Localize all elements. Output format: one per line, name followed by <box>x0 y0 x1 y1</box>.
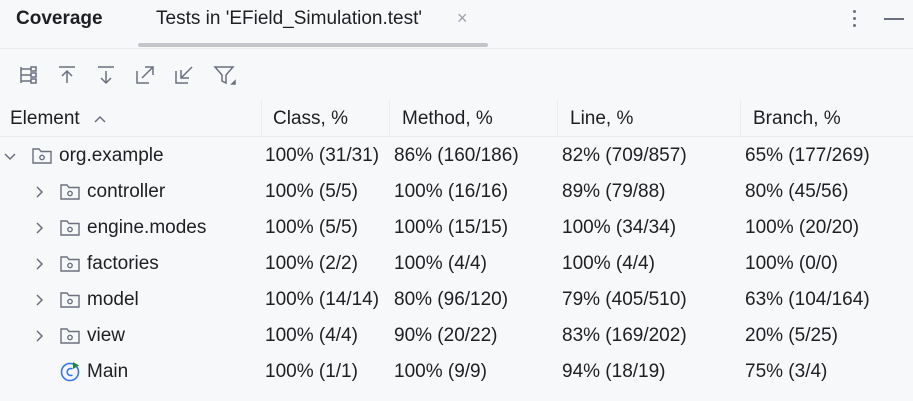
column-method[interactable]: Method, % <box>402 108 493 129</box>
table-row[interactable]: view 100% (4/4) 90% (20/22) 83% (169/202… <box>0 318 913 354</box>
branch-coverage: 20% (5/25) <box>745 325 838 346</box>
method-coverage: 100% (15/15) <box>394 217 509 238</box>
package-icon <box>32 148 52 164</box>
line-coverage: 100% (4/4) <box>562 253 655 274</box>
table-row[interactable]: org.example 100% (31/31) 86% (160/186) 8… <box>0 138 913 174</box>
column-element[interactable]: Element <box>10 100 107 137</box>
method-coverage: 80% (96/120) <box>394 289 509 310</box>
branch-coverage: 100% (20/20) <box>745 217 860 238</box>
table-header: Element Class, % Method, % Line, % Branc… <box>0 100 913 137</box>
element-name: engine.modes <box>87 217 207 238</box>
column-element-label: Element <box>10 108 80 129</box>
table-row[interactable]: Main 100% (1/1) 100% (9/9) 94% (18/19) 7… <box>0 354 913 390</box>
active-tab-indicator <box>138 43 488 47</box>
element-name: view <box>87 325 126 346</box>
tool-window-header: Coverage Tests in 'EField_Simulation.tes… <box>0 0 913 48</box>
element-name: org.example <box>59 145 164 166</box>
table-row[interactable]: factories 100% (2/2) 100% (4/4) 100% (4/… <box>0 246 913 282</box>
column-divider[interactable] <box>557 100 558 137</box>
coverage-toolbar <box>0 57 913 93</box>
flatten-packages-icon[interactable] <box>16 63 40 87</box>
line-coverage: 79% (405/510) <box>562 289 687 310</box>
collapse-all-icon[interactable] <box>172 63 196 87</box>
package-icon <box>60 256 80 272</box>
branch-coverage: 75% (3/4) <box>745 361 828 382</box>
more-options-icon[interactable] <box>847 8 861 30</box>
class-coverage: 100% (14/14) <box>265 289 380 310</box>
export-down-icon[interactable] <box>94 63 118 87</box>
branch-coverage: 65% (177/269) <box>745 145 870 166</box>
method-coverage: 86% (160/186) <box>394 145 519 166</box>
line-coverage: 89% (79/88) <box>562 181 666 202</box>
table-row[interactable]: engine.modes 100% (5/5) 100% (15/15) 100… <box>0 210 913 246</box>
column-divider[interactable] <box>740 100 741 137</box>
column-divider[interactable] <box>261 100 262 137</box>
line-coverage: 100% (34/34) <box>562 217 677 238</box>
line-coverage: 94% (18/19) <box>562 361 666 382</box>
class-coverage: 100% (31/31) <box>265 145 380 166</box>
chevron-right-icon[interactable] <box>31 256 47 272</box>
column-branch[interactable]: Branch, % <box>753 108 841 129</box>
table-row[interactable]: controller 100% (5/5) 100% (16/16) 89% (… <box>0 174 913 210</box>
chevron-right-icon[interactable] <box>31 220 47 236</box>
minimize-icon[interactable] <box>884 18 904 20</box>
chevron-right-icon[interactable] <box>31 184 47 200</box>
package-icon <box>60 184 80 200</box>
tab-coverage-suite[interactable]: Tests in 'EField_Simulation.test' <box>156 8 422 29</box>
class-coverage: 100% (2/2) <box>265 253 358 274</box>
line-coverage: 82% (709/857) <box>562 145 687 166</box>
column-class[interactable]: Class, % <box>273 108 348 129</box>
class-coverage: 100% (4/4) <box>265 325 358 346</box>
package-icon <box>60 328 80 344</box>
import-up-icon[interactable] <box>55 63 79 87</box>
branch-coverage: 100% (0/0) <box>745 253 838 274</box>
class-coverage: 100% (5/5) <box>265 217 358 238</box>
element-name: factories <box>87 253 159 274</box>
sort-ascending-icon <box>94 115 106 123</box>
line-coverage: 83% (169/202) <box>562 325 687 346</box>
element-name: controller <box>87 181 166 202</box>
column-line[interactable]: Line, % <box>570 108 634 129</box>
table-row[interactable]: model 100% (14/14) 80% (96/120) 79% (405… <box>0 282 913 318</box>
branch-coverage: 63% (104/164) <box>745 289 870 310</box>
method-coverage: 100% (4/4) <box>394 253 487 274</box>
expand-all-icon[interactable] <box>133 63 157 87</box>
package-icon <box>60 220 80 236</box>
method-coverage: 100% (16/16) <box>394 181 509 202</box>
run-class-icon <box>60 362 80 382</box>
method-coverage: 90% (20/22) <box>394 325 498 346</box>
column-divider[interactable] <box>389 100 390 137</box>
element-name: model <box>87 289 139 310</box>
filter-icon[interactable] <box>212 63 236 87</box>
class-coverage: 100% (1/1) <box>265 361 358 382</box>
tab-close-icon[interactable]: × <box>457 8 468 28</box>
header-divider <box>0 48 913 49</box>
chevron-down-icon[interactable] <box>2 148 18 164</box>
branch-coverage: 80% (45/56) <box>745 181 849 202</box>
method-coverage: 100% (9/9) <box>394 361 487 382</box>
package-icon <box>60 292 80 308</box>
coverage-tree-table: org.example 100% (31/31) 86% (160/186) 8… <box>0 138 913 390</box>
chevron-right-icon[interactable] <box>31 292 47 308</box>
element-name: Main <box>87 361 129 382</box>
panel-title: Coverage <box>16 8 103 29</box>
class-coverage: 100% (5/5) <box>265 181 358 202</box>
chevron-right-icon[interactable] <box>31 328 47 344</box>
